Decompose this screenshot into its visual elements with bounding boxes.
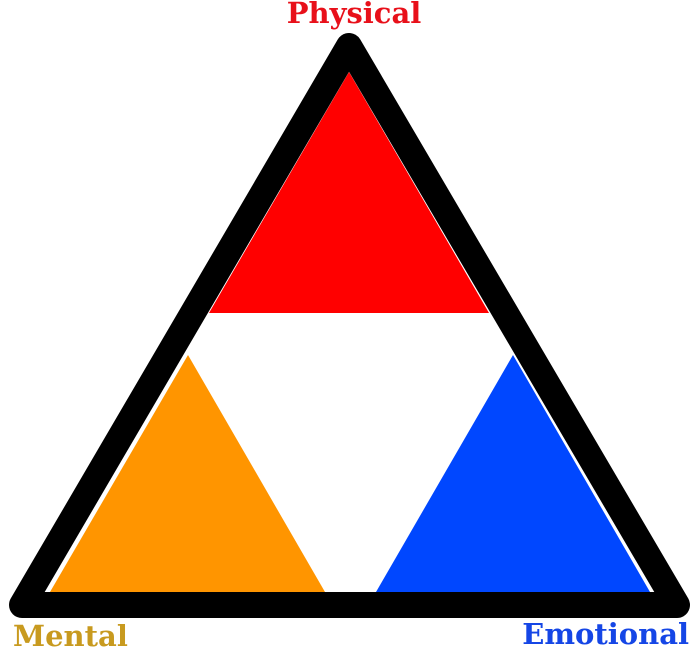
outer-triangle-outline <box>9 33 690 618</box>
mental-triangle <box>50 355 325 592</box>
emotional-label: Emotional <box>522 617 689 651</box>
physical-label: Physical <box>287 0 422 30</box>
physical-triangle <box>209 72 489 313</box>
emotional-triangle <box>376 355 650 592</box>
mental-label: Mental <box>13 619 128 651</box>
